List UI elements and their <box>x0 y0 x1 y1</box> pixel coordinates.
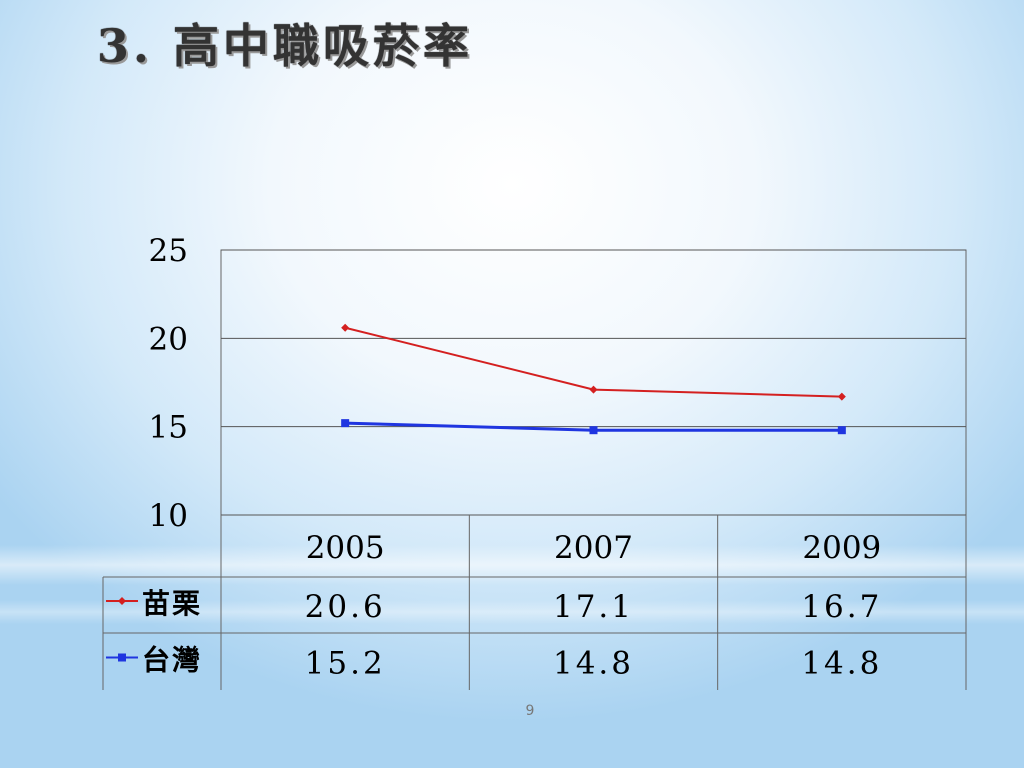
legend-marker <box>118 653 126 662</box>
data-table-value: 17.1 <box>553 589 634 625</box>
page-number: 9 <box>525 703 535 719</box>
y-tick-label: 25 <box>149 233 188 269</box>
data-point <box>589 385 598 394</box>
data-point <box>341 323 350 332</box>
legend-marker <box>118 597 126 605</box>
category-label: 2009 <box>802 530 881 566</box>
plot-area <box>220 249 967 516</box>
page-title: 3. 高中職吸菸率 <box>97 19 474 73</box>
data-table-value: 20.6 <box>305 589 386 625</box>
legend-label: 苗栗 <box>142 587 202 620</box>
data-table-value: 14.8 <box>553 646 634 682</box>
category-label: 2005 <box>306 530 385 566</box>
y-tick-label: 20 <box>149 321 188 357</box>
category-label: 2007 <box>554 530 633 566</box>
data-point <box>837 392 846 401</box>
data-table-value: 16.7 <box>801 589 882 625</box>
data-point <box>589 426 598 435</box>
data-table-value: 15.2 <box>305 646 386 682</box>
data-point <box>341 419 350 428</box>
data-point <box>837 426 846 435</box>
y-tick-label: 10 <box>149 498 188 534</box>
data-table-value: 14.8 <box>801 646 882 682</box>
legend-label: 台灣 <box>142 644 202 677</box>
y-tick-label: 15 <box>149 410 188 446</box>
